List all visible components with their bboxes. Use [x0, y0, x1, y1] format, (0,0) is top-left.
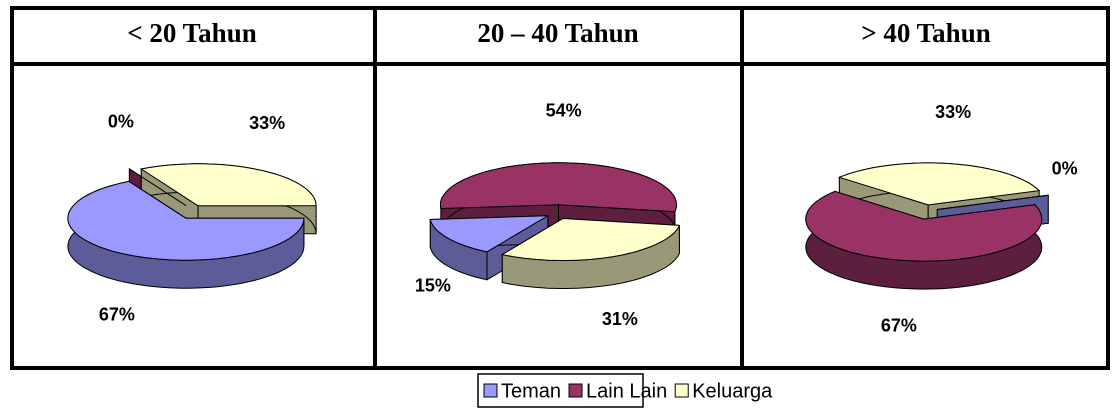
pie-slice — [429, 215, 549, 253]
data-label: 67% — [881, 315, 917, 335]
pie-slice — [440, 162, 678, 213]
column-header: > 40 Tahun — [861, 18, 990, 48]
pie-slice — [500, 217, 681, 261]
pie-slice — [129, 168, 187, 207]
data-label: 54% — [546, 101, 582, 121]
pie-slice — [805, 190, 1043, 262]
pie-slice — [937, 194, 1049, 210]
data-label: 0% — [108, 111, 134, 131]
data-label: 31% — [602, 309, 638, 329]
legend-swatch — [674, 383, 689, 398]
legend-label: Keluarga — [692, 380, 773, 402]
pie-slice — [67, 180, 305, 261]
legend-swatch — [483, 383, 498, 398]
table-border — [10, 6, 1110, 370]
legend-box — [477, 373, 644, 408]
data-label: 15% — [415, 275, 451, 295]
column-header: < 20 Tahun — [127, 18, 256, 48]
data-label: 33% — [935, 102, 971, 122]
pie-slice — [837, 162, 1041, 206]
data-label: 0% — [1052, 159, 1078, 179]
pie-slice — [139, 163, 317, 207]
legend-swatch — [568, 383, 583, 398]
data-label: 67% — [99, 305, 135, 325]
column-header: 20 – 40 Tahun — [477, 18, 638, 48]
legend-label: Lain Lain — [586, 380, 667, 402]
legend-label: Teman — [501, 380, 561, 402]
data-label: 33% — [249, 113, 285, 133]
